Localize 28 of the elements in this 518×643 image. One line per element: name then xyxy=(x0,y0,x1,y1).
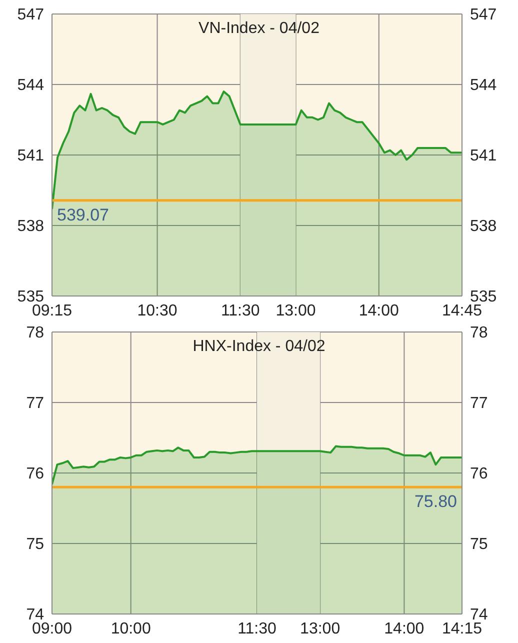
y-tick-label: 538 xyxy=(17,218,44,236)
chart-title: HNX-Index - 04/02 xyxy=(192,338,326,355)
y2-tick-label: 78 xyxy=(470,324,488,342)
y-tick-label: 75 xyxy=(26,536,44,554)
x-tick-label: 11:30 xyxy=(238,620,277,638)
x-tick-label: 11:30 xyxy=(220,302,260,320)
ref-line-label: 539.07 xyxy=(57,205,109,224)
x-tick-label: 10:00 xyxy=(110,620,151,638)
y-tick-label: 544 xyxy=(17,77,44,94)
y-tick-label: 547 xyxy=(17,6,44,24)
y-tick-label: 76 xyxy=(26,466,44,483)
y2-tick-label: 544 xyxy=(470,77,497,94)
chart-title: VN-Index - 04/02 xyxy=(198,20,320,37)
x-tick-label: 14:00 xyxy=(384,620,424,638)
y2-tick-label: 538 xyxy=(470,218,497,236)
y2-tick-label: 75 xyxy=(470,536,488,554)
y2-tick-label: 547 xyxy=(470,6,497,24)
x-tick-label: 10:30 xyxy=(137,302,178,320)
x-tick-label: 14:00 xyxy=(358,302,400,320)
y2-tick-label: 76 xyxy=(470,466,488,483)
y2-tick-label: 77 xyxy=(470,395,488,412)
y-tick-label: 77 xyxy=(26,395,44,412)
ref-line-label: 75.80 xyxy=(414,492,457,512)
y2-tick-label: 541 xyxy=(470,148,497,165)
y-tick-label: 541 xyxy=(17,148,44,165)
x-tick-label: 13:00 xyxy=(300,620,340,638)
x-tick-label: 13:00 xyxy=(276,302,316,320)
y-tick-label: 78 xyxy=(26,324,44,342)
